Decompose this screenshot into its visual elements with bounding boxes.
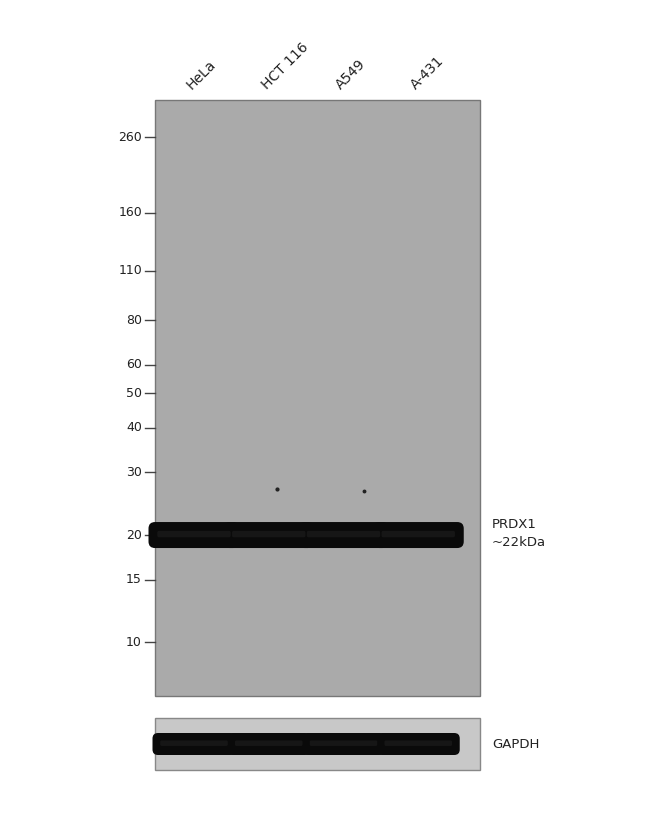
FancyBboxPatch shape: [223, 522, 314, 548]
FancyBboxPatch shape: [310, 741, 377, 746]
FancyBboxPatch shape: [161, 741, 228, 746]
Text: HCT 116: HCT 116: [259, 40, 311, 92]
Text: GAPDH: GAPDH: [492, 737, 540, 751]
Text: 60: 60: [126, 358, 142, 371]
Text: 40: 40: [126, 421, 142, 434]
FancyBboxPatch shape: [153, 733, 235, 755]
Text: A-431: A-431: [408, 54, 447, 92]
Text: 50: 50: [126, 387, 142, 400]
FancyBboxPatch shape: [302, 733, 385, 755]
Text: A549: A549: [333, 57, 369, 92]
FancyBboxPatch shape: [307, 531, 380, 537]
Text: 110: 110: [118, 265, 142, 278]
Text: 80: 80: [126, 313, 142, 326]
Text: HeLa: HeLa: [184, 57, 219, 92]
Bar: [155, 100, 480, 696]
FancyBboxPatch shape: [298, 522, 389, 548]
Text: 15: 15: [126, 573, 142, 586]
FancyBboxPatch shape: [148, 522, 239, 548]
Text: 160: 160: [118, 206, 142, 219]
Text: 30: 30: [126, 466, 142, 479]
FancyBboxPatch shape: [372, 522, 463, 548]
Text: 10: 10: [126, 636, 142, 649]
Bar: [155, 718, 480, 770]
Text: PRDX1
~22kDa: PRDX1 ~22kDa: [492, 518, 546, 549]
FancyBboxPatch shape: [382, 531, 455, 537]
FancyBboxPatch shape: [385, 741, 452, 746]
FancyBboxPatch shape: [377, 733, 460, 755]
Text: 20: 20: [126, 528, 142, 541]
FancyBboxPatch shape: [227, 733, 310, 755]
Text: 260: 260: [118, 131, 142, 144]
FancyBboxPatch shape: [232, 531, 306, 537]
FancyBboxPatch shape: [157, 531, 231, 537]
FancyBboxPatch shape: [235, 741, 302, 746]
